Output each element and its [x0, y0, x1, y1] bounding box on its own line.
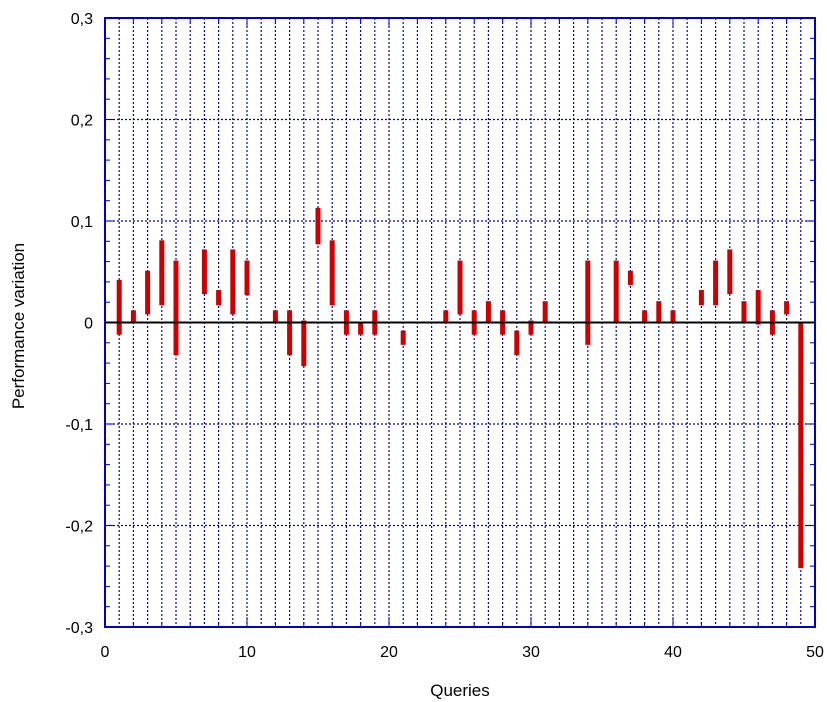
y-tick-label: -0,2 — [65, 519, 93, 536]
range-bar — [727, 249, 733, 295]
x-tick-label: 40 — [664, 644, 682, 661]
range-bar — [627, 270, 633, 285]
range-bar — [784, 301, 790, 315]
range-bar — [301, 320, 307, 367]
y-axis-title: Performance variation — [9, 243, 28, 409]
range-bar — [315, 207, 321, 245]
range-bar — [272, 310, 278, 323]
y-tick-label: -0,3 — [65, 620, 93, 637]
y-tick-label: 0 — [84, 316, 93, 333]
range-bar — [173, 260, 179, 355]
range-bar — [798, 322, 804, 569]
range-bar — [585, 260, 591, 345]
y-tick-label: -0,1 — [65, 417, 93, 434]
range-bar — [670, 310, 676, 323]
x-tick-label: 10 — [238, 644, 256, 661]
range-bar — [358, 322, 364, 335]
range-bar — [698, 290, 704, 306]
axes-layer — [104, 17, 816, 628]
range-bar — [145, 270, 151, 315]
range-bar — [244, 260, 250, 296]
labels-layer: 0 10 20 30 40 50 -0,3 -0,2 -0,1 0 0,1 0,2 0,3 — [65, 11, 824, 661]
x-tick-label: 20 — [380, 644, 398, 661]
bars-layer — [116, 207, 804, 569]
x-tick-label: 50 — [806, 644, 824, 661]
range-bar — [116, 279, 122, 335]
range-bar — [443, 310, 449, 323]
range-bar — [642, 310, 648, 323]
range-bar — [755, 290, 761, 325]
range-bar — [159, 240, 165, 306]
plot-frame — [104, 17, 816, 628]
x-axis-title: Queries — [430, 681, 490, 700]
range-bar — [329, 240, 335, 306]
range-bar — [485, 301, 491, 323]
range-bar — [528, 320, 534, 335]
range-bar — [230, 249, 236, 315]
y-tick-label: 0,2 — [71, 113, 93, 130]
range-bar — [542, 301, 548, 323]
range-bar — [201, 249, 207, 295]
y-tick-label: 0,1 — [71, 214, 93, 231]
range-bar — [656, 301, 662, 323]
range-bar — [713, 260, 719, 306]
range-bar — [400, 330, 406, 345]
range-bar — [514, 330, 520, 355]
x-tick-label: 30 — [522, 644, 540, 661]
range-bar — [216, 290, 222, 306]
range-bar — [741, 301, 747, 323]
range-bar — [130, 310, 136, 323]
x-tick-label: 0 — [101, 644, 110, 661]
range-bar — [457, 260, 463, 315]
y-tick-label: 0,3 — [71, 11, 93, 28]
range-bar — [287, 310, 293, 355]
range-bar — [613, 260, 619, 323]
